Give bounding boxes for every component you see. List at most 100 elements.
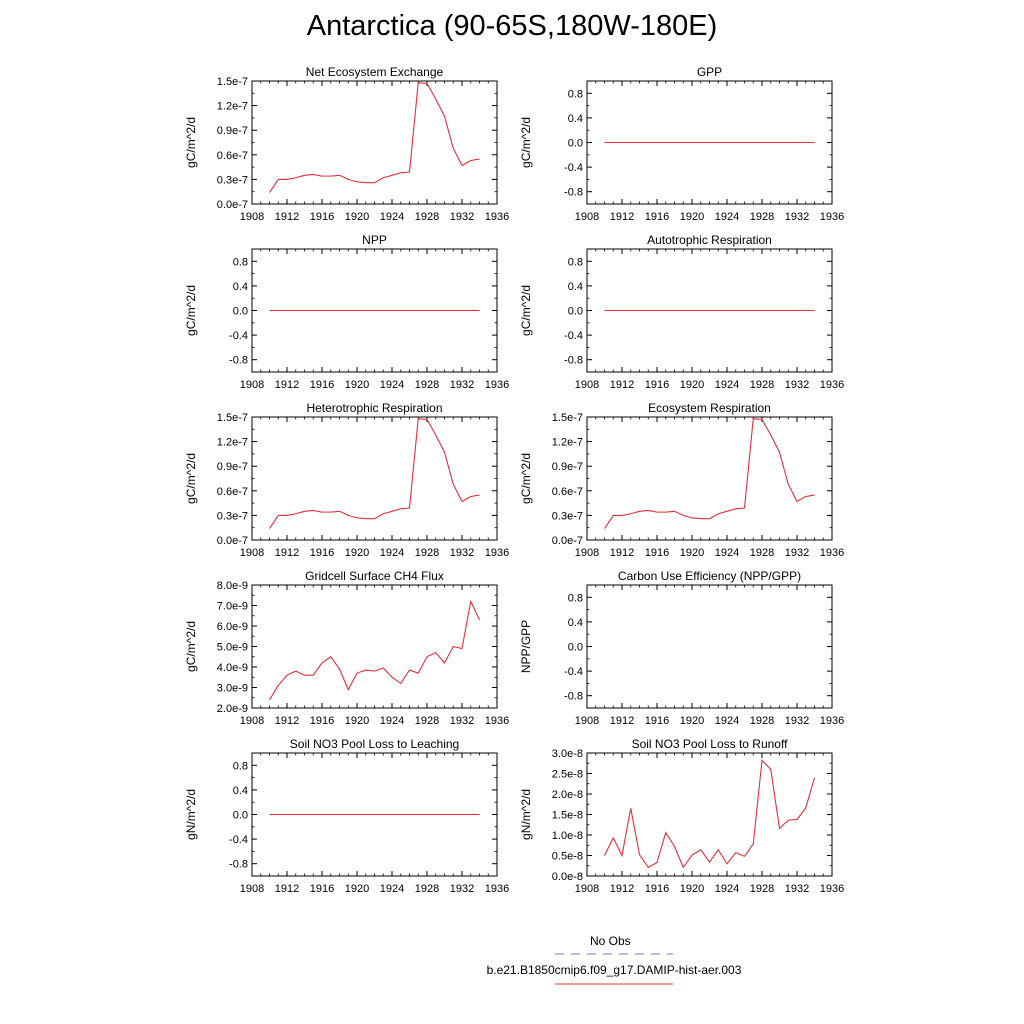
panel-title: Autotrophic Respiration	[647, 233, 772, 247]
x-tick-label: 1932	[450, 883, 474, 895]
y-tick-label: 0.8	[568, 256, 583, 268]
y-tick-label: 0.8	[233, 760, 248, 772]
plot-frame	[586, 584, 833, 709]
y-tick-label: 0.4	[568, 281, 583, 293]
x-tick-label: 1932	[785, 211, 809, 223]
panel-3: Autotrophic Respiration gC/m^2/d 1908 1912 1…	[519, 233, 844, 391]
panel-0: Net Ecosystem Exchange gC/m^2/d 1908 1912 19…	[184, 65, 509, 223]
y-tick-label: -0.8	[564, 187, 583, 199]
x-tick-label: 1912	[610, 883, 634, 895]
y-axis-label: gC/m^2/d	[184, 621, 198, 672]
x-tick-label: 1932	[450, 547, 474, 559]
series-line	[269, 418, 480, 529]
x-tick-label: 1920	[680, 211, 704, 223]
x-tick-label: 1908	[240, 211, 264, 223]
x-tick-label: 1928	[415, 547, 439, 559]
y-axis-label: gC/m^2/d	[519, 453, 533, 504]
x-tick-label: 1924	[380, 715, 404, 727]
panel-2: NPP gC/m^2/d 1908 1912 1916 1920 1924 1928 1932 1…	[184, 233, 509, 391]
x-tick-label: 1908	[575, 883, 599, 895]
x-tick-label: 1908	[240, 715, 264, 727]
x-tick-label: 1916	[310, 883, 334, 895]
x-tick-label: 1916	[645, 715, 669, 727]
y-tick-label: 0.5e-8	[552, 851, 583, 863]
x-tick-label: 1928	[750, 883, 774, 895]
y-tick-label: 1.5e-7	[217, 76, 248, 88]
x-tick-label: 1932	[785, 883, 809, 895]
x-tick-label: 1912	[275, 715, 299, 727]
plot-frame	[251, 416, 498, 541]
x-tick-label: 1916	[310, 715, 334, 727]
y-axis-label: gC/m^2/d	[184, 285, 198, 336]
x-tick-label: 1912	[610, 547, 634, 559]
x-tick-label: 1912	[610, 715, 634, 727]
y-axis-label: gC/m^2/d	[184, 117, 198, 168]
x-tick-label: 1916	[310, 547, 334, 559]
x-tick-label: 1924	[380, 211, 404, 223]
x-tick-label: 1924	[715, 379, 739, 391]
panel-1: GPP gC/m^2/d 1908 1912 1916 1920 1924 1928 1932 1…	[519, 65, 844, 223]
plot-frame	[251, 80, 498, 205]
x-tick-label: 1932	[785, 379, 809, 391]
x-tick-label: 1916	[310, 211, 334, 223]
panel-title: Carbon Use Efficiency (NPP/GPP)	[618, 569, 801, 583]
x-tick-label: 1916	[645, 883, 669, 895]
series-line	[269, 82, 480, 193]
x-tick-label: 1932	[450, 379, 474, 391]
x-tick-label: 1936	[485, 211, 509, 223]
y-axis-label: gC/m^2/d	[519, 285, 533, 336]
y-tick-label: -0.8	[564, 355, 583, 367]
x-tick-label: 1932	[785, 715, 809, 727]
x-tick-label: 1920	[345, 883, 369, 895]
x-tick-label: 1920	[680, 547, 704, 559]
x-tick-label: 1932	[450, 715, 474, 727]
y-axis-label: NPP/GPP	[519, 620, 533, 673]
panel-6: Gridcell Surface CH4 Flux gC/m^2/d 1908 191…	[184, 569, 509, 727]
y-tick-label: 1.2e-7	[217, 101, 248, 113]
y-tick-label: 4.0e-9	[217, 662, 248, 674]
x-tick-label: 1916	[645, 211, 669, 223]
x-tick-label: 1936	[485, 715, 509, 727]
y-tick-label: -0.4	[564, 330, 583, 342]
series-line	[604, 418, 815, 529]
x-tick-label: 1936	[485, 883, 509, 895]
legend-obs-label: No Obs	[590, 934, 631, 948]
x-tick-label: 1936	[820, 883, 844, 895]
y-tick-label: 6.0e-9	[217, 621, 248, 633]
x-tick-label: 1920	[680, 715, 704, 727]
y-tick-label: 1.2e-7	[217, 437, 248, 449]
x-tick-label: 1912	[275, 547, 299, 559]
y-tick-label: 0.8	[568, 592, 583, 604]
y-tick-label: 0.6e-7	[552, 486, 583, 498]
x-tick-label: 1916	[645, 379, 669, 391]
y-tick-label: 0.0	[568, 306, 583, 318]
panel-9: Soil NO3 Pool Loss to Runoff gN/m^2/d 1908…	[519, 737, 844, 895]
y-tick-label: 0.3e-7	[217, 510, 248, 522]
x-tick-label: 1924	[715, 715, 739, 727]
x-tick-label: 1920	[345, 211, 369, 223]
legend-model-label: b.e21.B1850cmip6.f09_g17.DAMIP-hist-aer.…	[486, 963, 742, 977]
y-tick-label: 0.6e-7	[217, 486, 248, 498]
y-tick-label: 1.0e-8	[552, 830, 583, 842]
x-tick-label: 1908	[575, 211, 599, 223]
y-tick-label: 3.0e-8	[552, 748, 583, 760]
x-tick-label: 1908	[240, 883, 264, 895]
panel-title: NPP	[362, 233, 387, 247]
x-tick-label: 1928	[750, 547, 774, 559]
y-axis-label: gN/m^2/d	[184, 789, 198, 840]
x-tick-label: 1924	[380, 547, 404, 559]
x-tick-label: 1908	[575, 547, 599, 559]
x-tick-label: 1928	[415, 211, 439, 223]
x-tick-label: 1936	[485, 547, 509, 559]
x-tick-label: 1924	[715, 883, 739, 895]
panel-title: Gridcell Surface CH4 Flux	[305, 569, 444, 583]
x-tick-label: 1928	[415, 379, 439, 391]
y-tick-label: 5.0e-9	[217, 642, 248, 654]
panel-7: Carbon Use Efficiency (NPP/GPP) NPP/GPP 19…	[519, 569, 844, 727]
x-tick-label: 1924	[380, 883, 404, 895]
y-tick-label: 0.0e-7	[552, 535, 583, 547]
y-tick-label: 0.0	[568, 642, 583, 654]
y-tick-label: 7.0e-9	[217, 601, 248, 613]
y-tick-label: 0.9e-7	[552, 461, 583, 473]
